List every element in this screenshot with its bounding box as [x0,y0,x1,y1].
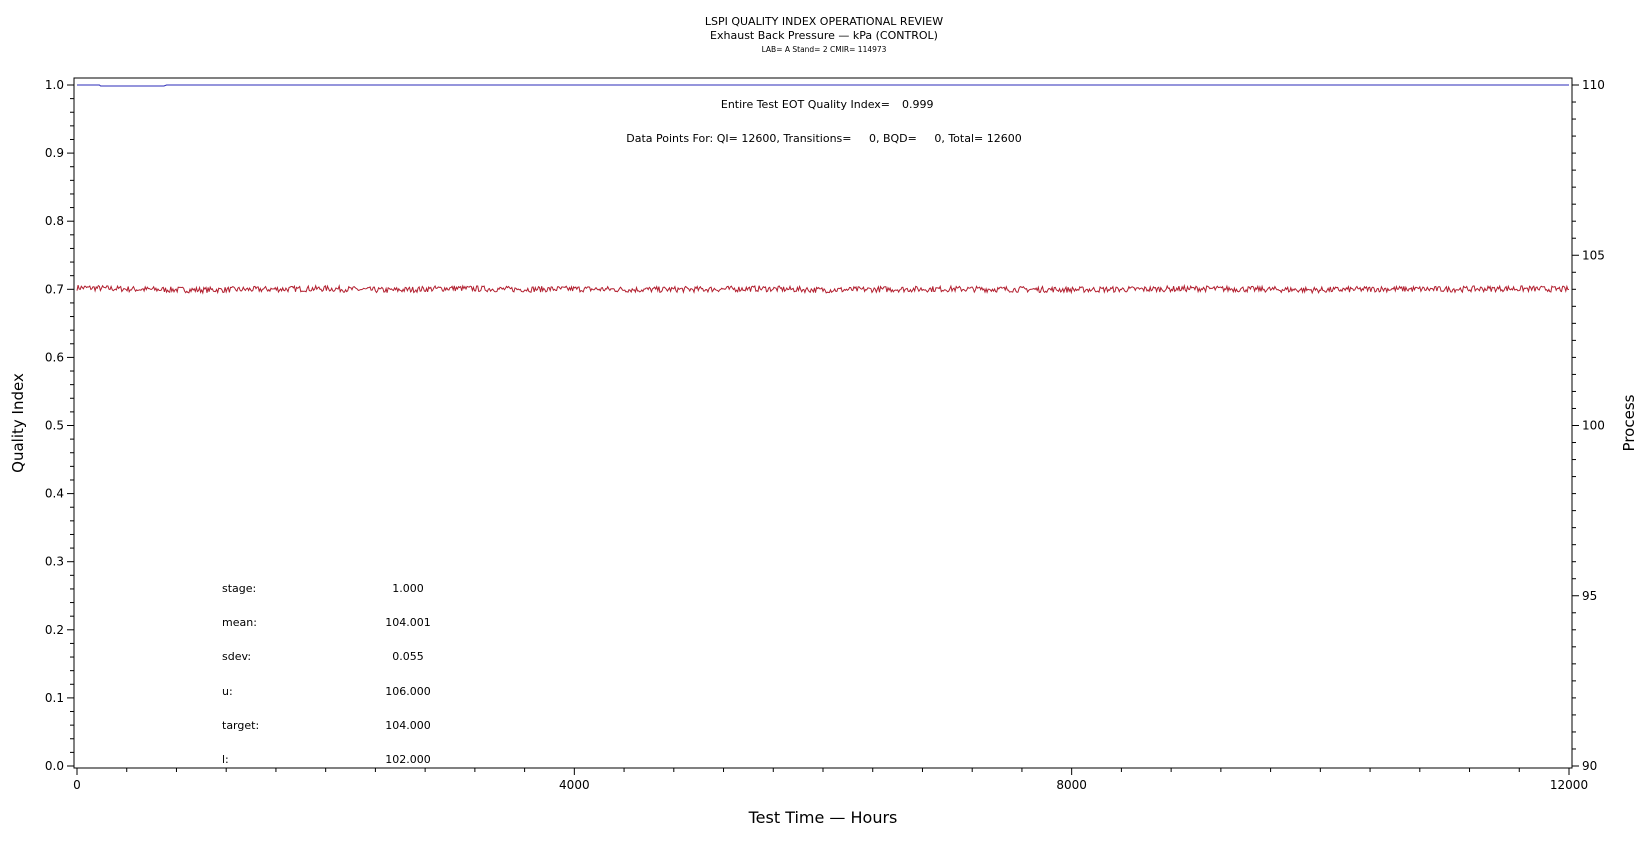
left-y-tick-label: 1.0 [45,78,64,92]
chart-subtitle-2: LAB= A Stand= 2 CMIR= 114973 [762,45,887,54]
right-y-axis-label: Process [1620,394,1638,451]
chart-title: LSPI QUALITY INDEX OPERATIONAL REVIEW [705,15,943,28]
stat-value: 106.000 [385,685,431,698]
stat-label: u: [222,685,233,698]
eot-quality-index-label: Entire Test EOT Quality Index= [721,98,890,111]
series-layer [76,84,1570,295]
stat-value: 1.000 [392,582,424,595]
left-y-tick-label: 0.0 [45,759,64,773]
stat-value: 0.055 [392,650,424,663]
stat-label: stage: [222,582,256,595]
stat-label: l: [222,753,229,766]
right-y-tick-label: 100 [1582,419,1605,433]
x-tick-label: 4000 [559,778,590,792]
data-points-summary: Data Points For: QI= 12600, Transitions=… [626,132,1021,145]
quality-index-series-line [77,84,1569,87]
left-y-axis: 0.0 0.1 0.2 0.3 0.4 0.5 0.6 0.7 0.8 0.9 1.0 [45,78,74,773]
left-y-tick-label: 0.4 [45,487,64,501]
left-y-tick-label: 0.8 [45,214,64,228]
right-y-tick-label: 95 [1582,589,1597,603]
x-axis: 0 4000 8000 12000 [73,768,1588,792]
left-y-tick-label: 0.2 [45,623,64,637]
x-tick-label: 12000 [1550,778,1588,792]
left-y-tick-label: 0.9 [45,146,64,160]
plot-area [73,77,1573,769]
left-y-tick-label: 0.6 [45,350,64,364]
stat-value: 104.001 [385,616,431,629]
right-y-tick-label: 105 [1582,248,1605,262]
left-y-axis-label: Quality Index [9,373,27,473]
left-y-tick-label: 0.7 [45,282,64,296]
stats-block: stage: 1.000 mean: 104.001 sdev: 0.055 u… [222,582,431,766]
stat-value: 104.000 [385,719,431,732]
right-y-tick-label: 110 [1582,78,1605,92]
stat-value: 102.000 [385,753,431,766]
x-tick-label: 8000 [1056,778,1087,792]
x-axis-label: Test Time — Hours [748,808,898,827]
eot-quality-index-value: 0.999 [902,98,934,111]
left-y-tick-label: 0.5 [45,419,64,433]
chart-subtitle: Exhaust Back Pressure — kPa (CONTROL) [710,29,938,42]
right-y-tick-label: 90 [1582,759,1597,773]
stat-label: target: [222,719,259,732]
stat-label: mean: [222,616,257,629]
left-y-tick-label: 0.1 [45,691,64,705]
stat-label: sdev: [222,650,251,663]
process-series-line [76,283,1570,295]
x-tick-label: 0 [73,778,81,792]
right-y-axis: 90 95 100 105 110 [1572,78,1605,773]
left-y-tick-label: 0.3 [45,555,64,569]
